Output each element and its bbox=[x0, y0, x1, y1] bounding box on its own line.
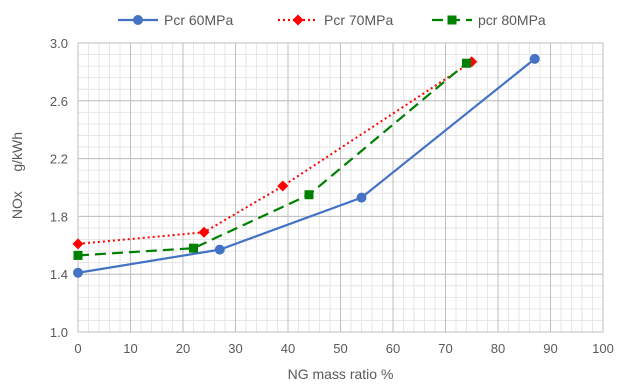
x-tick-label: 50 bbox=[333, 341, 347, 356]
x-tick-label: 20 bbox=[176, 341, 190, 356]
x-tick-label: 30 bbox=[228, 341, 242, 356]
data-point-square bbox=[73, 250, 83, 260]
series-line-2 bbox=[77, 60, 473, 245]
legend-swatch-marker bbox=[292, 14, 304, 26]
data-point-diamond bbox=[72, 238, 84, 250]
data-point-diamond bbox=[198, 226, 210, 238]
x-tick-label: 60 bbox=[386, 341, 400, 356]
y-tick-label: 3.0 bbox=[50, 36, 68, 51]
x-axis-label: NG mass ratio % bbox=[288, 366, 394, 382]
y-tick-label: 2.2 bbox=[50, 152, 68, 167]
legend-label: Pcr 70MPa bbox=[324, 12, 393, 28]
x-tick-label: 80 bbox=[491, 341, 505, 356]
legend-item-3: pcr 80MPa bbox=[432, 12, 546, 28]
y-tick-label: 1.4 bbox=[50, 267, 68, 282]
data-point-diamond bbox=[277, 180, 289, 192]
legend-item-1: Pcr 60MPa bbox=[118, 12, 233, 28]
legend-item-2: Pcr 70MPa bbox=[278, 12, 393, 28]
y-tick-label: 1.0 bbox=[50, 325, 68, 340]
y-tick-label: 1.8 bbox=[50, 209, 68, 224]
data-point-square bbox=[462, 58, 471, 68]
x-axis-tick-labels: 0 10 20 30 40 50 60 70 80 90 100 bbox=[74, 341, 613, 356]
series-1 bbox=[73, 53, 540, 278]
legend-label: pcr 80MPa bbox=[478, 12, 546, 28]
x-tick-label: 100 bbox=[592, 341, 614, 356]
y-axis-tick-labels: 1.0 1.4 1.8 2.2 2.6 3.0 bbox=[50, 36, 68, 340]
data-point-square bbox=[304, 190, 314, 200]
series-line-1 bbox=[77, 58, 536, 274]
y-tick-label: 2.6 bbox=[50, 94, 68, 109]
data-point-circle bbox=[529, 53, 540, 64]
data-point-circle bbox=[214, 244, 225, 255]
x-tick-label: 90 bbox=[543, 341, 557, 356]
x-tick-label: 0 bbox=[74, 341, 81, 356]
series-layer bbox=[72, 53, 540, 278]
x-tick-label: 10 bbox=[123, 341, 137, 356]
x-tick-label: 40 bbox=[281, 341, 295, 356]
major-gridlines bbox=[77, 42, 604, 333]
legend-swatch-marker bbox=[447, 15, 457, 25]
legend-swatch-marker bbox=[133, 15, 143, 25]
y-axis-label: NOx g/kWh bbox=[9, 132, 25, 219]
series-line-3 bbox=[77, 62, 468, 257]
legend-label: Pcr 60MPa bbox=[164, 12, 233, 28]
x-tick-label: 70 bbox=[438, 341, 452, 356]
data-point-circle bbox=[356, 192, 367, 203]
plot-area-frame bbox=[77, 42, 604, 333]
data-point-circle bbox=[73, 267, 83, 278]
series-3 bbox=[73, 58, 471, 260]
data-point-square bbox=[189, 243, 198, 253]
legend: Pcr 60MPa Pcr 70MPa pcr 80MPa bbox=[118, 12, 546, 28]
